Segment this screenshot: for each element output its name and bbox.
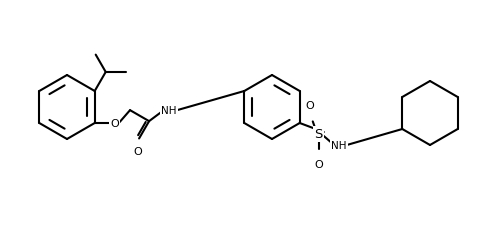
Text: S: S bbox=[315, 128, 323, 141]
Text: O: O bbox=[314, 159, 323, 169]
Text: O: O bbox=[110, 119, 119, 128]
Text: NH: NH bbox=[162, 106, 177, 116]
Text: O: O bbox=[305, 101, 314, 111]
Text: NH: NH bbox=[331, 140, 347, 150]
Text: O: O bbox=[134, 147, 142, 157]
